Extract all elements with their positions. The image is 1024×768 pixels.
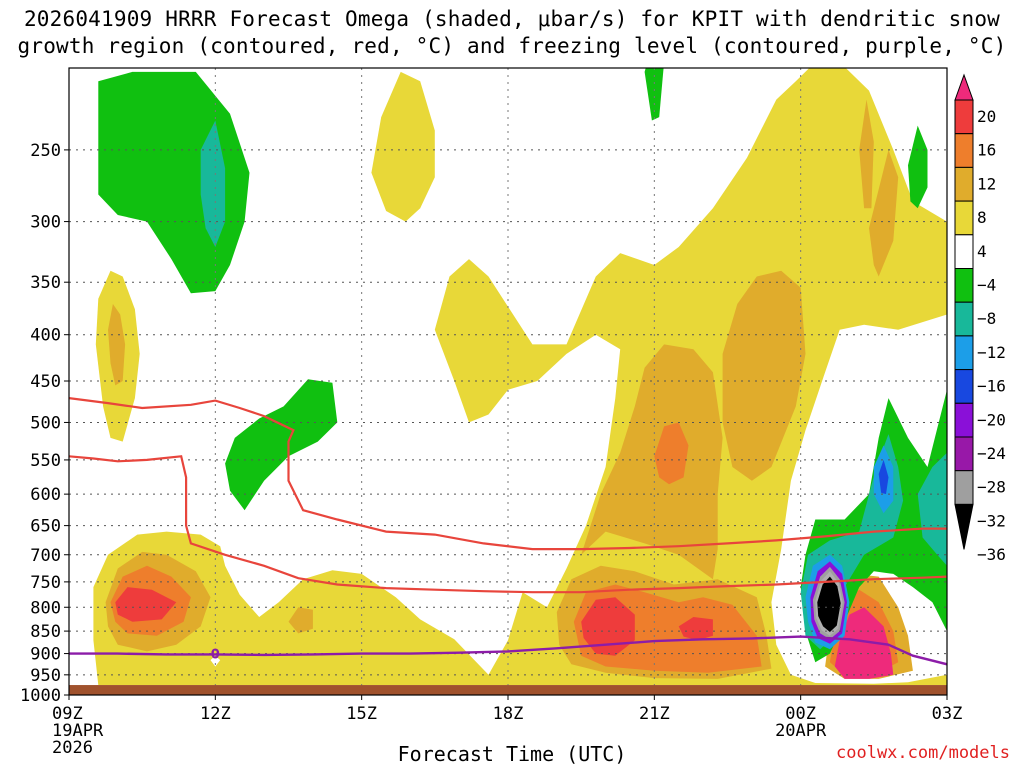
- x-axis-title: Forecast Time (UTC): [397, 742, 627, 766]
- ground-layer: [69, 685, 947, 695]
- omega-pos-left-low-16: [115, 587, 177, 622]
- omega-pos-left-low-small: [288, 607, 313, 634]
- omega-neg-mid-left: [225, 379, 338, 511]
- colorbar-top-arrow: [954, 73, 974, 101]
- colorbar-bottom-arrow: [954, 503, 974, 550]
- colorbar-tick-12: −32: [977, 511, 1006, 530]
- omega-neg-top-right: [908, 125, 928, 209]
- colorbar-seg-9: [954, 369, 974, 404]
- colorbar-tick-9: −20: [977, 410, 1006, 429]
- colorbar-tick-4: 4: [977, 242, 987, 261]
- ytick-label-850: 850: [30, 622, 61, 642]
- ytick-label-300: 300: [30, 213, 61, 233]
- xtick-sub2-2026: 2026: [52, 738, 93, 758]
- colorbar-tick-2: 12: [977, 174, 996, 193]
- freezing-level-label: 0: [211, 648, 220, 663]
- omega-pos-upper-right-8: [869, 149, 899, 277]
- colorbar-tick-11: −28: [977, 478, 1006, 497]
- omega-pos-main-16b: [678, 617, 713, 641]
- dgz-bottom: [69, 455, 947, 594]
- xtick-label-15Z: 15Z: [346, 704, 377, 724]
- omega-white-dot-12z: [210, 655, 221, 667]
- omega-neg-eye-36: [817, 576, 841, 632]
- omega-pos-main-16a: [581, 597, 635, 656]
- freezing-level: [69, 635, 947, 666]
- ytick-label-600: 600: [30, 485, 61, 505]
- omega-pos-mid-core-12: [654, 422, 689, 485]
- colorbar-tick-0: 20: [977, 107, 996, 126]
- ytick-label-800: 800: [30, 598, 61, 618]
- xtick-label-12Z: 12Z: [200, 704, 231, 724]
- credit-text: coolwx.com/models: [836, 743, 1010, 763]
- colorbar-seg-7: [954, 301, 974, 337]
- colorbar-seg-11: [954, 436, 974, 472]
- contour-lines: 0: [69, 397, 947, 666]
- xtick-sub-19APR: 19APR: [52, 721, 104, 741]
- xtick-label-18Z: 18Z: [493, 704, 524, 724]
- ytick-label-400: 400: [30, 326, 61, 346]
- ytick-label-350: 350: [30, 273, 61, 293]
- colorbar-seg-4: [954, 200, 974, 236]
- omega-neg-top-speck: [644, 68, 664, 121]
- xtick-label-09Z: 09Z: [52, 704, 83, 724]
- ytick-label-650: 650: [30, 517, 61, 537]
- omega-pos-main-8: [581, 344, 723, 580]
- omega-pos-lower-right-20: [834, 607, 894, 679]
- ytick-label-250: 250: [30, 141, 61, 161]
- omega-neg-right-edge-8: [917, 452, 947, 566]
- colorbar-seg-10: [954, 402, 974, 438]
- omega-neg-right-16: [878, 459, 889, 495]
- ytick-label-900: 900: [30, 645, 61, 665]
- ytick-label-700: 700: [30, 546, 61, 566]
- colorbar-seg-1: [954, 99, 974, 135]
- dgz-top: [69, 397, 947, 551]
- colorbar-tick-6: −8: [977, 309, 996, 328]
- omega-neg-upper-left-core: [200, 120, 226, 247]
- xtick-label-00Z: 00Z: [785, 704, 816, 724]
- xtick-label-21Z: 21Z: [639, 704, 670, 724]
- omega-pos-left-column-core: [108, 304, 126, 386]
- omega-pos-upper-right-8-top: [859, 99, 874, 209]
- xtick-label-03Z: 03Z: [932, 704, 963, 724]
- colorbar-seg-6: [954, 268, 974, 303]
- omega-shading: [93, 68, 947, 685]
- colorbar-seg-8: [954, 335, 974, 371]
- colorbar-tick-10: −24: [977, 444, 1006, 463]
- xtick-sub-20APR: 20APR: [775, 721, 827, 741]
- omega-pos-main: [93, 68, 947, 685]
- colorbar-seg-5: [954, 234, 974, 270]
- colorbar-seg-12: [954, 470, 974, 505]
- ytick-label-450: 450: [30, 372, 61, 392]
- ytick-label-1000: 1000: [20, 686, 61, 706]
- ytick-label-750: 750: [30, 573, 61, 593]
- ground-fill: [69, 685, 947, 695]
- colorbar-tick-8: −16: [977, 377, 1006, 396]
- colorbar-seg-2: [954, 133, 974, 168]
- colorbar-seg-3: [954, 166, 974, 202]
- colorbar: 20 16 12 8 4 −4 −8 −12 −16 −20 −24 −28 −32 −36: [954, 73, 1006, 564]
- colorbar-tick-13: −36: [977, 545, 1006, 564]
- chart-title: 2026041909 HRRR Forecast Omega (shaded, …: [0, 6, 1024, 60]
- title-line-1: 2026041909 HRRR Forecast Omega (shaded, …: [23, 7, 1001, 31]
- colorbar-tick-3: 8: [977, 208, 987, 227]
- colorbar-tick-1: 16: [977, 141, 996, 160]
- ytick-label-550: 550: [30, 451, 61, 471]
- omega-pos-mid-right-8: [722, 270, 806, 481]
- y-axis: 250 300 350 400 450 500 550 600 650 700 750 800 850 9…: [20, 141, 69, 706]
- omega-pos-upper-mid: [371, 71, 435, 222]
- colorbar-tick-5: −4: [977, 276, 996, 295]
- colorbar-tick-7: −12: [977, 343, 1006, 362]
- ytick-label-500: 500: [30, 413, 61, 433]
- title-line-2: growth region (contoured, red, °C) and f…: [17, 34, 1007, 58]
- ytick-label-950: 950: [30, 666, 61, 686]
